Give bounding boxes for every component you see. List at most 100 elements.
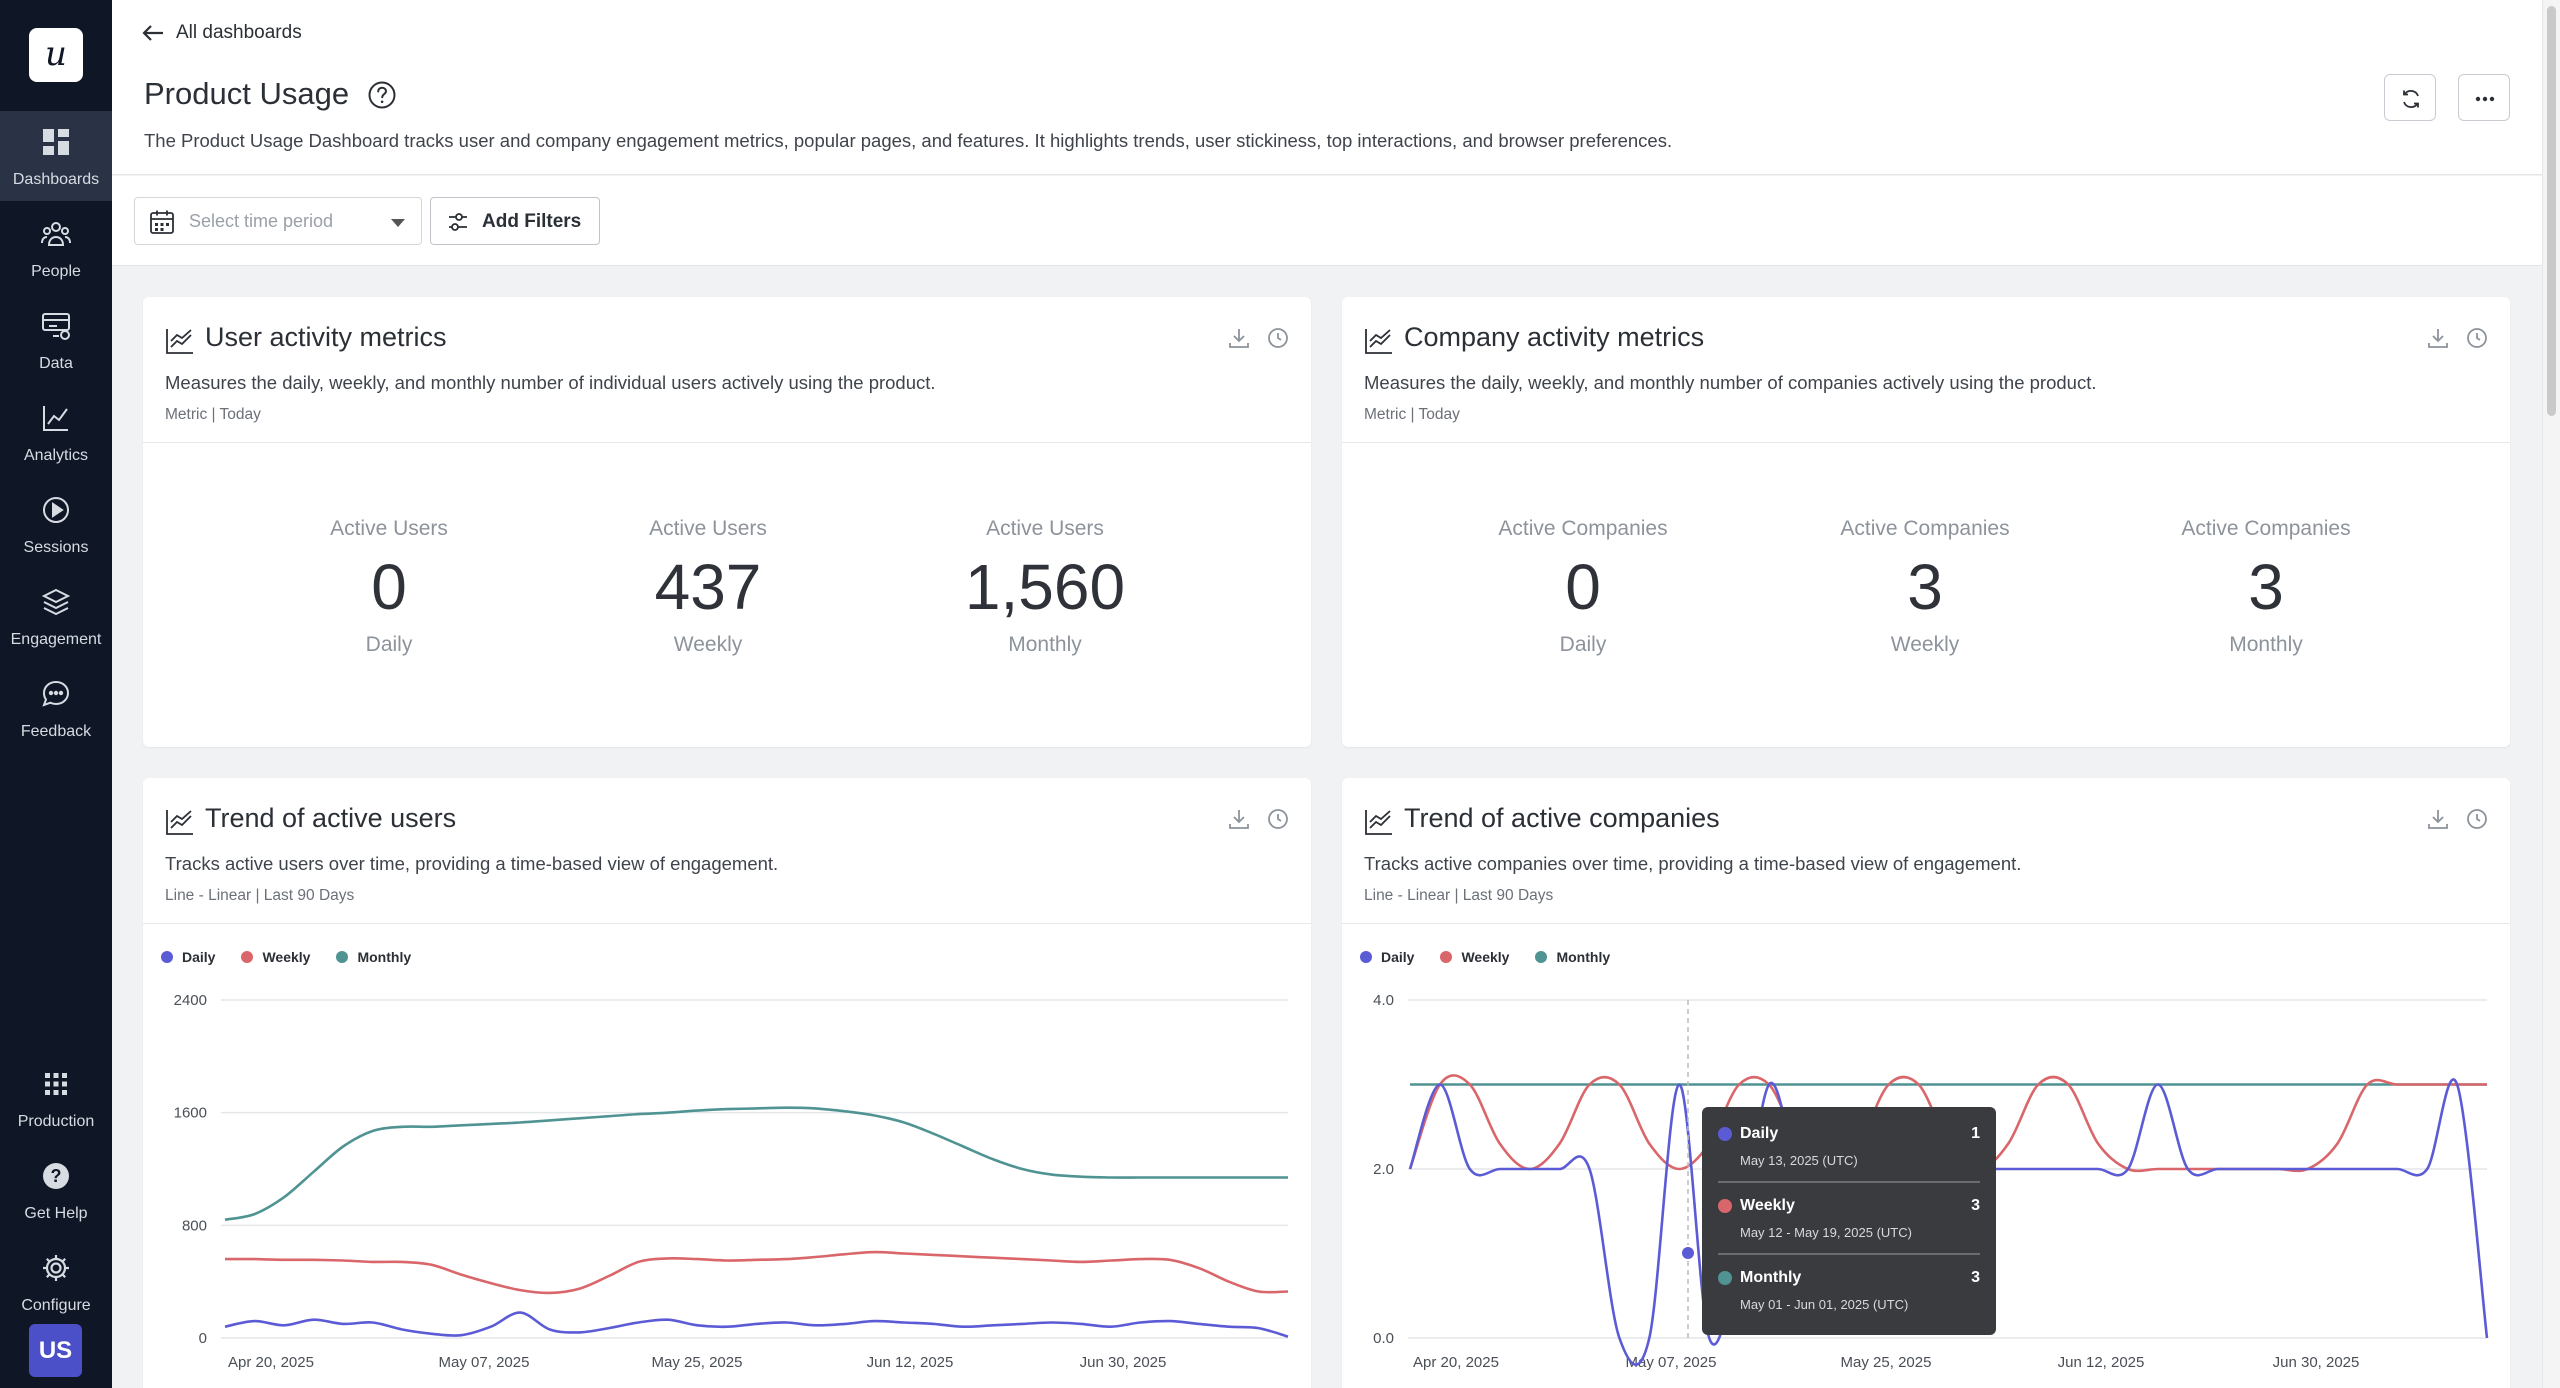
tooltip-series-name: Weekly <box>1740 1197 1795 1214</box>
legend-swatch <box>1360 951 1372 963</box>
metric-period: Weekly <box>673 633 743 656</box>
download-icon[interactable] <box>2427 327 2449 349</box>
app-logo[interactable]: u <box>29 28 83 82</box>
time-period-select[interactable]: Select time period <box>134 197 422 245</box>
chat-bubble-icon <box>42 680 70 707</box>
legend-item-monthly[interactable]: Monthly <box>1535 949 1610 965</box>
clock-icon[interactable] <box>1267 808 1289 830</box>
hover-point <box>1680 1245 1696 1261</box>
trend-active-users-card: Trend of active users Tracks active user… <box>143 778 1311 1388</box>
sidebar-item-get-help[interactable]: ? Get Help <box>0 1145 112 1235</box>
tooltip-range: May 01 - Jun 01, 2025 (UTC) <box>1740 1297 1909 1312</box>
line-chart-icon <box>166 810 193 835</box>
tooltip-series-name: Monthly <box>1740 1269 1802 1286</box>
legend-swatch <box>336 951 349 963</box>
metric-period: Daily <box>365 633 413 656</box>
x-tick-label: Jun 30, 2025 <box>1080 1354 1167 1371</box>
metric-title: Active Users <box>986 517 1104 540</box>
metric-monthly-companies: Active Companies 3 Monthly <box>2116 517 2416 657</box>
card-title: Trend of active companies <box>1404 803 1720 833</box>
x-tick-label: Jun 12, 2025 <box>867 1354 954 1371</box>
avatar[interactable]: US <box>29 1324 82 1377</box>
sidebar-item-feedback[interactable]: Feedback <box>0 663 112 753</box>
clock-icon[interactable] <box>2466 327 2488 349</box>
data-icon <box>42 313 70 340</box>
more-horizontal-icon <box>2475 96 2495 102</box>
x-tick-label: Apr 20, 2025 <box>228 1354 314 1371</box>
tooltip-value: 1 <box>1971 1125 1980 1142</box>
metric-value: 3 <box>2248 551 2284 623</box>
sidebar-item-label: Sessions <box>23 539 89 556</box>
page-scrollbar[interactable] <box>2542 0 2560 1388</box>
legend-label: Daily <box>182 949 216 965</box>
legend-item-daily[interactable]: Daily <box>1360 949 1414 965</box>
legend-label: Monthly <box>357 949 412 965</box>
sidebar-item-label: Data <box>39 355 73 372</box>
legend-item-weekly[interactable]: Weekly <box>1440 949 1509 965</box>
card-header: Company activity metrics Measures the da… <box>1342 297 2510 443</box>
sidebar-item-label: Engagement <box>10 631 102 648</box>
clock-icon[interactable] <box>2466 808 2488 830</box>
x-tick-label: May 25, 2025 <box>652 1354 743 1371</box>
legend-swatch <box>1440 951 1453 963</box>
card-header: Trend of active companies Tracks active … <box>1342 778 2510 924</box>
scrollbar-thumb[interactable] <box>2547 6 2556 416</box>
legend-label: Weekly <box>1461 949 1510 965</box>
sidebar-item-production[interactable]: Production <box>0 1053 112 1143</box>
metric-value: 3 <box>1907 551 1943 623</box>
metric-title: Active Companies <box>1840 517 2010 540</box>
legend-item-weekly[interactable]: Weekly <box>241 949 310 965</box>
more-options-button[interactable] <box>2458 74 2510 121</box>
sidebar-item-data[interactable]: Data <box>0 295 112 385</box>
series-line-monthly <box>224 1106 1288 1221</box>
sidebar-item-engagement[interactable]: Engagement <box>0 571 112 661</box>
line-chart-icon <box>1365 329 1392 354</box>
legend-item-monthly[interactable]: Monthly <box>336 949 411 965</box>
download-icon[interactable] <box>1228 327 1250 349</box>
sidebar-item-people[interactable]: People <box>0 203 112 293</box>
download-icon[interactable] <box>2427 808 2449 830</box>
card-description: Measures the daily, weekly, and monthly … <box>1364 372 2097 393</box>
metric-title: Active Users <box>330 517 448 540</box>
filter-bar: Select time period Add Filters <box>112 176 2542 266</box>
x-tick-label: May 07, 2025 <box>1626 1354 1717 1371</box>
tooltip-divider <box>1718 1253 1980 1255</box>
sidebar-item-dashboards[interactable]: Dashboards <box>0 111 112 201</box>
metric-period: Weekly <box>1890 633 1960 656</box>
page-description: The Product Usage Dashboard tracks user … <box>144 130 1673 151</box>
sidebar-item-analytics[interactable]: Analytics <box>0 387 112 477</box>
refresh-button[interactable] <box>2384 74 2436 121</box>
metric-period: Monthly <box>1008 633 1082 656</box>
card-header: Trend of active users Tracks active user… <box>143 778 1311 924</box>
active-users-line-chart[interactable]: 0 800 1600 2400 Apr 20, 2025 May 07, 2025 May … <box>143 778 1311 1388</box>
dashboard-icon <box>43 129 69 155</box>
tooltip-range: May 13, 2025 (UTC) <box>1740 1153 1858 1168</box>
series-line-weekly <box>224 1250 1289 1295</box>
metric-title: Active Companies <box>1498 517 1668 540</box>
tooltip-swatch <box>1718 1199 1732 1213</box>
sidebar-item-sessions[interactable]: Sessions <box>0 479 112 569</box>
back-to-dashboards-link[interactable]: All dashboards <box>142 22 302 44</box>
chevron-down-icon <box>391 219 405 227</box>
add-filters-button[interactable]: Add Filters <box>430 197 600 245</box>
legend-label: Weekly <box>262 949 311 965</box>
x-tick-label: May 07, 2025 <box>439 1354 530 1371</box>
sidebar-item-configure[interactable]: Configure <box>0 1237 112 1327</box>
metric-value: 1,560 <box>964 551 1126 623</box>
download-icon[interactable] <box>1228 808 1250 830</box>
series-line-daily <box>224 1311 1289 1338</box>
refresh-icon <box>2403 90 2419 108</box>
card-header: User activity metrics Measures the daily… <box>143 297 1311 443</box>
tooltip-swatch <box>1718 1271 1732 1285</box>
sidebar: u Dashboards People Data Analytics Sessi… <box>0 0 112 1388</box>
tooltip-value: 3 <box>1971 1197 1980 1214</box>
tooltip-value: 3 <box>1971 1269 1980 1286</box>
x-tick-label: Apr 20, 2025 <box>1413 1354 1499 1371</box>
add-filters-label: Add Filters <box>482 211 582 232</box>
line-chart-icon <box>1365 810 1392 835</box>
metric-value: 0 <box>371 551 407 623</box>
card-meta: Metric | Today <box>165 406 261 423</box>
clock-icon[interactable] <box>1267 327 1289 349</box>
legend-item-daily[interactable]: Daily <box>161 949 215 965</box>
question-circle-icon[interactable] <box>367 80 397 110</box>
